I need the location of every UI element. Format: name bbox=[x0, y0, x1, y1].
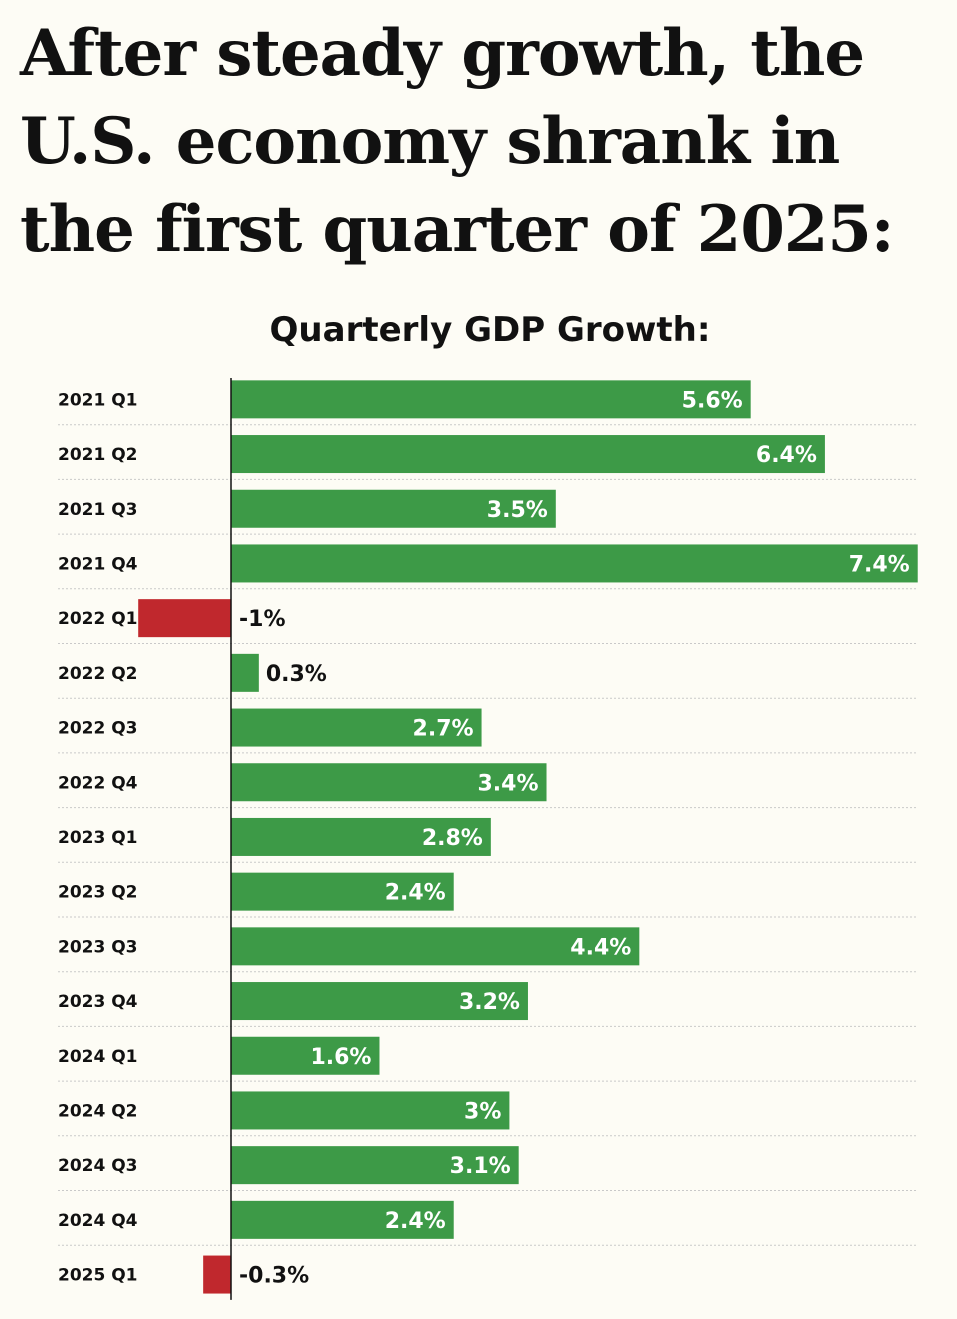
category-label: 2022 Q2 bbox=[58, 664, 138, 684]
bar-positive bbox=[231, 708, 482, 747]
value-label: 3.2% bbox=[459, 990, 520, 1015]
category-label: 2021 Q2 bbox=[58, 445, 138, 465]
value-label: 4.4% bbox=[570, 935, 631, 960]
value-label: 3.1% bbox=[450, 1154, 511, 1179]
category-label: 2021 Q3 bbox=[58, 500, 138, 520]
value-label: 2.7% bbox=[413, 717, 474, 742]
value-label: 3.4% bbox=[478, 771, 539, 796]
headline-line-1: After steady growth, the bbox=[20, 16, 865, 91]
value-label: 6.4% bbox=[756, 443, 817, 468]
bar-positive bbox=[231, 817, 491, 856]
gdp-bar-chart: 2021 Q1 5.6% 2021 Q2 6.4% 2021 Q3 3.5% 2021 Q4… bbox=[58, 378, 918, 1300]
bar-positive bbox=[231, 872, 454, 911]
value-label: 2.4% bbox=[385, 881, 446, 906]
headline: After steady growth, the U.S. economy sh… bbox=[20, 10, 940, 274]
headline-line-2: U.S. economy shrank in bbox=[20, 104, 840, 179]
headline-line-3: the first quarter of 2025: bbox=[20, 192, 895, 267]
value-label: 2.4% bbox=[385, 1209, 446, 1234]
category-label: 2023 Q1 bbox=[58, 828, 138, 848]
bar-positive bbox=[231, 435, 825, 474]
category-label: 2022 Q1 bbox=[58, 609, 138, 629]
value-label: 0.3% bbox=[266, 662, 327, 687]
value-label: 3% bbox=[464, 1099, 501, 1124]
bar-positive bbox=[231, 1146, 519, 1185]
bar-positive bbox=[231, 1200, 454, 1239]
category-label: 2022 Q4 bbox=[58, 773, 138, 793]
category-label: 2021 Q1 bbox=[58, 390, 138, 410]
bar-positive bbox=[231, 763, 547, 802]
category-label: 2021 Q4 bbox=[58, 554, 138, 574]
bar-positive bbox=[231, 1036, 380, 1075]
bar-positive bbox=[231, 380, 751, 419]
category-label: 2022 Q3 bbox=[58, 719, 138, 739]
category-label: 2023 Q4 bbox=[58, 992, 138, 1012]
value-label: 5.6% bbox=[682, 388, 743, 413]
value-label: -0.3% bbox=[239, 1264, 309, 1289]
category-label: 2024 Q4 bbox=[58, 1211, 138, 1231]
bar-positive bbox=[231, 653, 259, 692]
bar-positive bbox=[231, 489, 556, 528]
value-label: 1.6% bbox=[310, 1045, 371, 1070]
category-label: 2024 Q2 bbox=[58, 1101, 138, 1121]
bar-positive bbox=[231, 1091, 510, 1130]
bar-negative bbox=[138, 599, 231, 638]
category-label: 2024 Q1 bbox=[58, 1047, 138, 1067]
category-label: 2025 Q1 bbox=[58, 1266, 138, 1286]
value-label: -1% bbox=[239, 607, 285, 632]
bar-positive bbox=[231, 544, 918, 583]
bar-positive bbox=[231, 982, 528, 1021]
category-label: 2024 Q3 bbox=[58, 1156, 138, 1176]
value-label: 7.4% bbox=[849, 552, 910, 577]
chart-title: Quarterly GDP Growth: bbox=[269, 310, 711, 350]
value-label: 3.5% bbox=[487, 498, 548, 523]
category-label: 2023 Q2 bbox=[58, 883, 138, 903]
category-label: 2023 Q3 bbox=[58, 937, 138, 957]
value-label: 2.8% bbox=[422, 826, 483, 851]
bar-positive bbox=[231, 927, 640, 966]
bar-negative bbox=[203, 1255, 231, 1294]
